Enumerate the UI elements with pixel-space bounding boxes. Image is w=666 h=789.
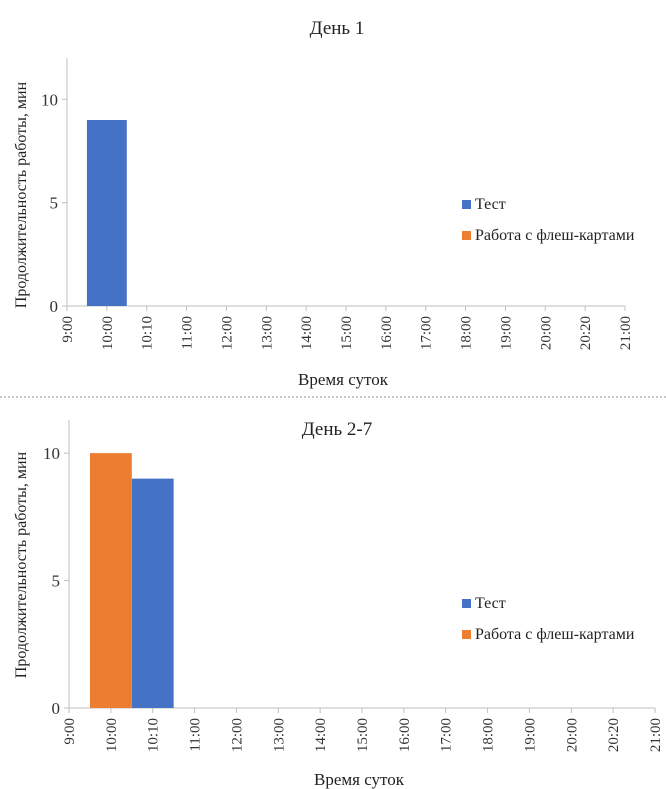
chart-title: День 1 [310,18,365,39]
bar [131,478,174,708]
chart-divider [0,396,666,398]
x-axis-label: Время суток [314,770,405,789]
y-tick-label: 5 [52,572,61,591]
x-tick-label: 12:00 [219,316,235,350]
legend-swatch [462,630,471,639]
x-tick-label: 13:00 [271,718,287,752]
x-tick-label: 19:00 [498,316,514,350]
x-tick-label: 14:00 [313,718,329,752]
x-tick-label: 13:00 [259,316,275,350]
x-tick-label: 18:00 [481,718,497,752]
x-tick-label: 17:00 [439,718,455,752]
x-tick-label: 21:00 [618,316,634,350]
bar [89,453,132,708]
x-tick-label: 14:00 [299,316,315,350]
x-tick-label: 17:00 [419,316,435,350]
x-tick-label: 10:10 [146,718,162,752]
legend-swatch [462,200,471,209]
x-tick-label: 10:10 [140,316,156,350]
y-tick-label: 10 [43,444,60,463]
x-tick-label: 12:00 [229,718,245,752]
x-tick-label: 10:00 [100,316,116,350]
y-axis-label: Продолжительность работы, мин [13,81,30,308]
x-tick-label: 11:00 [180,316,196,350]
legend-entry: Работа с флеш-картами [475,227,635,244]
x-tick-label: 11:00 [188,718,204,752]
y-tick-label: 10 [41,90,58,109]
legend-entry: Тест [475,196,506,213]
x-tick-label: 9:00 [60,316,76,343]
x-tick-label: 20:20 [606,718,622,752]
chart-day-1: День 1 0 5 10 9:00 10:00 10:10 11:00 12:00 13:00 1… [13,18,635,389]
legend-swatch [462,599,471,608]
x-tick-label: 21:00 [648,718,664,752]
chart-day-2-7: День 2-7 0 5 10 9:00 10:00 10:10 11:00 12:00 13:0… [13,419,664,789]
x-tick-label: 15:00 [355,718,371,752]
y-tick-label: 0 [52,699,61,718]
x-tick-label: 20:00 [538,316,554,350]
x-tick-label: 20:20 [578,316,594,350]
y-tick-label: 5 [50,194,59,213]
legend-entry: Работа с флеш-картами [475,626,635,643]
x-tick-label: 10:00 [104,718,120,752]
y-axis-label: Продолжительность работы, мин [13,451,30,678]
x-tick-label: 15:00 [339,316,355,350]
x-tick-label: 16:00 [379,316,395,350]
legend-entry: Тест [475,595,506,612]
x-tick-label: 20:00 [564,718,580,752]
x-tick-label: 16:00 [397,718,413,752]
x-tick-label: 18:00 [459,316,475,350]
x-axis-label: Время суток [298,370,389,389]
x-tick-label: 9:00 [62,718,78,745]
legend-swatch [462,231,471,240]
x-tick-label: 19:00 [522,718,538,752]
bar [86,120,127,306]
y-tick-label: 0 [50,297,59,316]
chart-title: День 2-7 [302,419,373,440]
